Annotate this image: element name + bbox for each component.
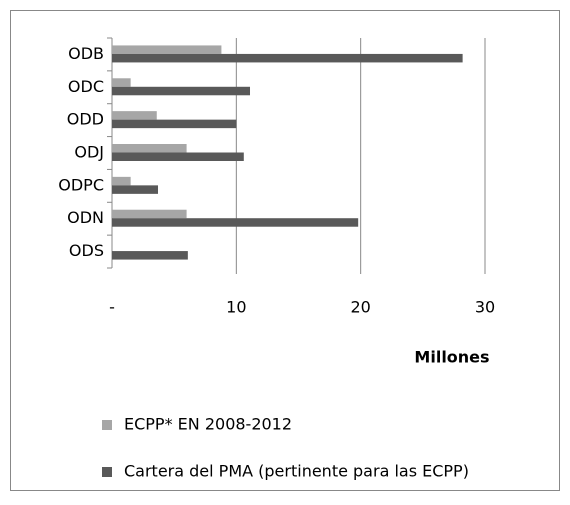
bar: [112, 176, 131, 186]
y-tick-label: ODD: [67, 110, 104, 129]
y-tick-label: ODC: [68, 77, 104, 96]
y-tick-label: ODJ: [74, 143, 104, 162]
x-tick-label: 10: [226, 298, 246, 317]
y-tick-label: ODPC: [58, 175, 104, 194]
bar: [112, 86, 251, 96]
bar: [112, 152, 244, 161]
bar: [112, 111, 157, 120]
x-tick-label: 30: [475, 298, 495, 317]
bar: [112, 251, 188, 260]
bar: [112, 45, 222, 54]
x-axis-title: Millones: [414, 348, 489, 367]
y-tick-label: ODS: [69, 241, 104, 260]
legend-swatch: [102, 420, 112, 430]
bar: [112, 144, 187, 153]
y-tick-label: ODN: [67, 208, 104, 227]
chart-border: [10, 10, 560, 491]
y-tick-label: ODB: [68, 44, 104, 63]
x-tick-label: -: [109, 298, 115, 317]
x-tick-label: 20: [350, 298, 370, 317]
legend-swatch: [102, 467, 112, 477]
bar: [112, 218, 359, 227]
legend-label: ECPP* EN 2008-2012: [124, 415, 292, 434]
legend-label: Cartera del PMA (pertinente para las ECP…: [124, 462, 469, 481]
bar: [112, 53, 463, 63]
bar: [112, 78, 131, 87]
bar: [112, 209, 187, 219]
bar: [112, 119, 237, 129]
bar: [112, 185, 159, 194]
